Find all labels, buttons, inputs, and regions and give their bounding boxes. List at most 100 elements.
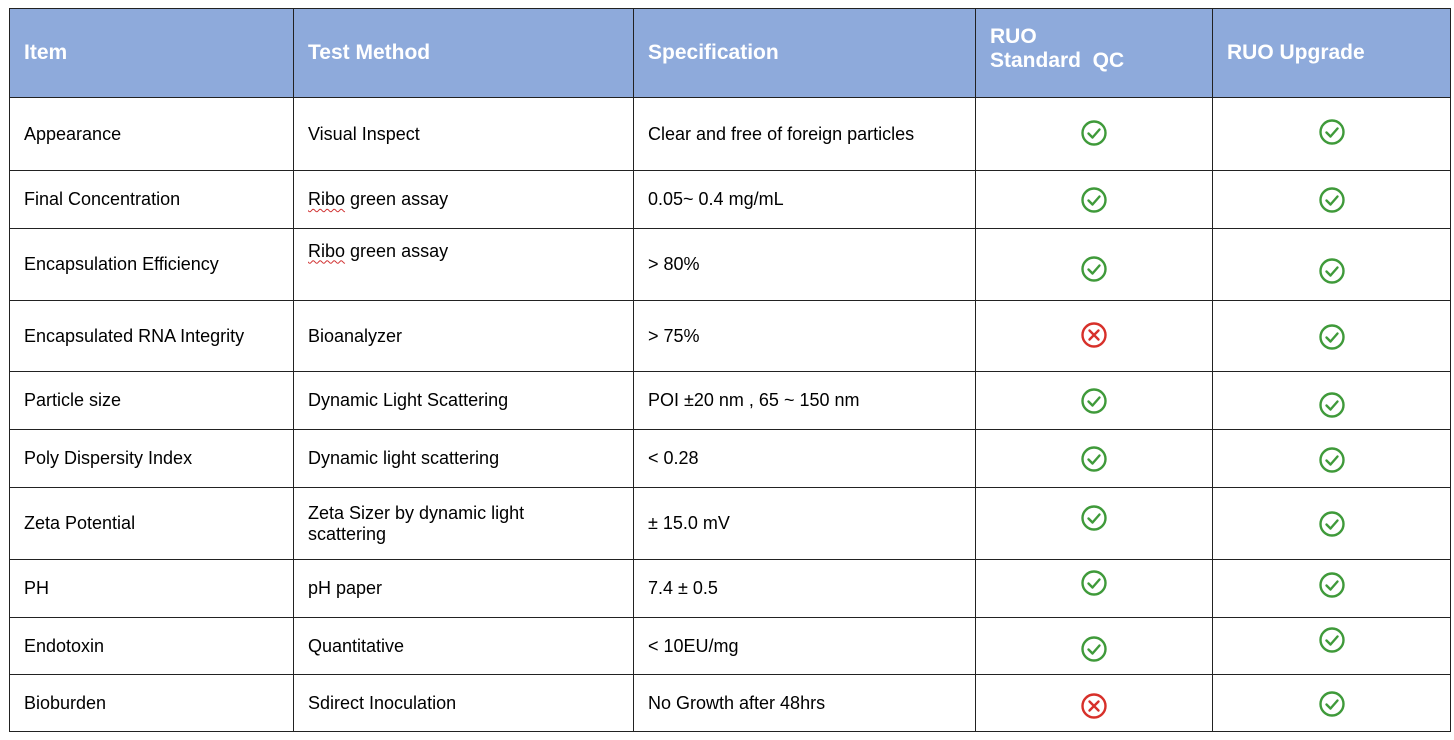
specification-cell: ± 15.0 mV (633, 487, 976, 560)
test-method-label: Bioanalyzer (308, 325, 403, 346)
ruo-upgrade-cell (1212, 617, 1451, 675)
check-circle-icon (1081, 186, 1107, 213)
header-row: Item Test Method Specification RUO Stand… (9, 8, 1451, 98)
check-circle-icon (1318, 186, 1345, 213)
specification-cell: No Growth after 48hrs (633, 674, 976, 732)
table-row: Bioburden Sdirect Inoculation No Growth af… (9, 674, 1451, 732)
test-method-text: Dynamic light scattering (308, 448, 499, 468)
test-method-text: Dynamic Light Scattering (308, 390, 508, 410)
specification-cell: > 80% (633, 228, 976, 301)
ruo-standard-qc-cell (975, 617, 1213, 675)
check-circle-icon (1081, 387, 1107, 414)
table-row: Encapsulation Efficiency Ribo green assay… (9, 228, 1451, 301)
test-method-cell: Dynamic Light Scattering (293, 371, 634, 430)
test-method-cell: Dynamic light scattering (293, 429, 634, 488)
table-row: PH pH paper 7.4 ± 0.5 (9, 559, 1451, 618)
ruo-standard-qc-cell (975, 429, 1213, 488)
check-circle-icon (1318, 510, 1345, 537)
test-method-cell: Quantitative (293, 617, 634, 675)
test-method-text: pH paper (308, 578, 382, 598)
ruo-upgrade-cell (1212, 170, 1451, 229)
check-circle-icon (1318, 627, 1345, 653)
header-ruo-standard-line1: RUO (990, 25, 1037, 48)
table-row: Encapsulated RNA Integrity Bioanalyzer > 7… (9, 300, 1451, 372)
item-cell: Particle size (9, 371, 294, 430)
x-circle-icon (1081, 322, 1107, 348)
test-method-cell: Visual Inspect (293, 97, 634, 171)
spellcheck-word: Ribo (308, 189, 346, 209)
check-circle-icon (1081, 569, 1107, 596)
test-method-label: Dynamic light scattering (308, 448, 500, 468)
table-row: Particle size Dynamic Light Scattering POI… (9, 371, 1451, 430)
ruo-standard-qc-cell (975, 674, 1213, 732)
check-circle-icon (1081, 504, 1107, 531)
test-method-label: Sdirect Inoculation (308, 692, 457, 713)
test-method-text: Ribo green assay (308, 189, 448, 209)
qc-spec-table: Item Test Method Specification RUO Stand… (9, 8, 1451, 732)
ruo-standard-qc-cell (975, 371, 1213, 430)
check-circle-icon (1318, 446, 1345, 473)
ruo-standard-qc-cell (975, 487, 1213, 560)
check-circle-icon (1081, 120, 1107, 146)
check-circle-icon (1318, 391, 1345, 418)
check-circle-icon (1318, 571, 1345, 598)
specification-cell: POI ±20 nm , 65 ~ 150 nm (633, 371, 976, 430)
item-cell: Encapsulated RNA Integrity (9, 300, 294, 372)
test-method-label: Dynamic Light Scattering (308, 390, 509, 410)
test-method-text: Ribo green assay (308, 241, 633, 262)
check-circle-icon (1318, 691, 1345, 717)
ruo-standard-qc-cell (975, 559, 1213, 618)
test-method-cell: Bioanalyzer (293, 300, 634, 372)
ruo-upgrade-cell (1212, 674, 1451, 732)
ruo-standard-qc-cell (975, 300, 1213, 372)
test-method-cell: Sdirect Inoculation (293, 674, 634, 732)
test-method-text: Zeta Sizer by dynamic light scattering (308, 503, 529, 544)
ruo-upgrade-cell (1212, 228, 1451, 301)
test-method-label: Quantitative (308, 635, 405, 656)
ruo-upgrade-cell (1212, 371, 1451, 430)
item-cell: Endotoxin (9, 617, 294, 675)
ruo-upgrade-cell (1212, 559, 1451, 618)
table-row: Final Concentration Ribo green assay 0.05~… (9, 170, 1451, 229)
header-ruo-standard-qc: RUO Standard QC (975, 8, 1213, 98)
ruo-upgrade-cell (1212, 429, 1451, 488)
header-specification: Specification (633, 8, 976, 98)
test-method-text: Sdirect Inoculation (308, 693, 456, 713)
check-circle-icon (1318, 324, 1345, 350)
x-circle-icon (1081, 693, 1107, 719)
item-cell: PH (9, 559, 294, 618)
check-circle-icon (1081, 255, 1107, 282)
check-circle-icon (1081, 445, 1107, 472)
test-method-text: Bioanalyzer (308, 326, 402, 346)
test-method-cell: Zeta Sizer by dynamic light scattering (293, 487, 634, 560)
test-method-label: pH paper (308, 578, 383, 598)
table-row: Appearance Visual Inspect Clear and free o… (9, 97, 1451, 171)
item-cell: Bioburden (9, 674, 294, 732)
header-item: Item (9, 8, 294, 98)
ruo-standard-qc-cell (975, 170, 1213, 229)
specification-cell: 7.4 ± 0.5 (633, 559, 976, 618)
header-ruo-upgrade: RUO Upgrade (1212, 8, 1451, 98)
check-circle-icon (1318, 257, 1345, 284)
item-cell: Appearance (9, 97, 294, 171)
item-cell: Zeta Potential (9, 487, 294, 560)
test-method-label: green assay (345, 240, 449, 261)
ruo-upgrade-cell (1212, 300, 1451, 372)
ruo-standard-qc-cell (975, 97, 1213, 171)
item-cell: Poly Dispersity Index (9, 429, 294, 488)
table-row: Poly Dispersity Index Dynamic light scatt… (9, 429, 1451, 488)
specification-cell: Clear and free of foreign particles (633, 97, 976, 171)
table-row: Zeta Potential Zeta Sizer by dynamic ligh… (9, 487, 1451, 560)
spellcheck-word: Ribo (308, 240, 346, 261)
test-method-cell: Ribo green assay (293, 170, 634, 229)
test-method-label: Zeta Sizer by dynamic light scattering (308, 502, 530, 544)
test-method-label: Visual Inspect (308, 123, 420, 144)
check-circle-icon (1081, 636, 1107, 662)
specification-cell: > 75% (633, 300, 976, 372)
test-method-cell: Ribo green assay (293, 228, 634, 301)
test-method-text: Visual Inspect (308, 124, 420, 144)
item-cell: Encapsulation Efficiency (9, 228, 294, 301)
header-test-method: Test Method (293, 8, 634, 98)
test-method-text: Quantitative (308, 636, 404, 656)
ruo-standard-qc-cell (975, 228, 1213, 301)
